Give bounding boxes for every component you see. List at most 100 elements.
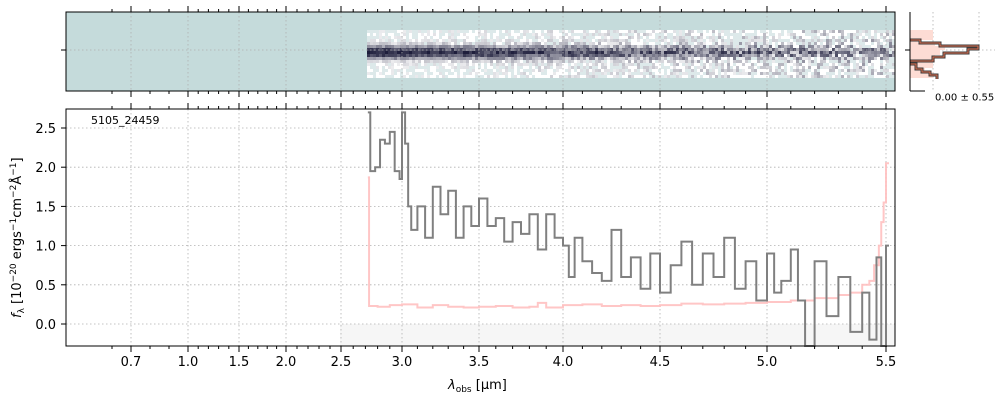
spectrum-2d-pixel bbox=[763, 30, 766, 33]
spectrum-2d-pixel bbox=[886, 36, 889, 39]
spectrum-2d-pixel bbox=[466, 66, 469, 69]
spectrum-2d-pixel bbox=[643, 51, 646, 54]
spectrum-2d-pixel bbox=[778, 30, 781, 33]
spectrum-2d-pixel bbox=[379, 72, 382, 75]
spectrum-2d-pixel bbox=[841, 30, 844, 33]
spectrum-2d-pixel bbox=[643, 72, 646, 75]
spectrum-2d-pixel bbox=[826, 66, 829, 69]
spectrum-2d-pixel bbox=[763, 57, 766, 60]
spectrum-2d-pixel bbox=[739, 63, 742, 66]
spectrum-2d-pixel bbox=[451, 60, 454, 63]
spectrum-2d-pixel bbox=[595, 54, 598, 57]
spectrum-2d-pixel bbox=[604, 75, 607, 78]
spectrum-2d-pixel bbox=[715, 42, 718, 45]
spectrum-2d-pixel bbox=[883, 75, 886, 78]
spectrum-2d-pixel bbox=[778, 48, 781, 51]
spectrum-2d-pixel bbox=[733, 42, 736, 45]
spectrum-2d-pixel bbox=[622, 51, 625, 54]
spectrum-2d-pixel bbox=[472, 60, 475, 63]
spectrum-2d-pixel bbox=[736, 72, 739, 75]
spectrum-2d-pixel bbox=[874, 42, 877, 45]
spectrum-2d-pixel bbox=[631, 69, 634, 72]
spectrum-2d-pixel bbox=[382, 33, 385, 36]
spectrum-2d-pixel bbox=[385, 36, 388, 39]
spectrum-2d-pixel bbox=[571, 54, 574, 57]
spectrum-2d-pixel bbox=[430, 54, 433, 57]
spectrum-2d-pixel bbox=[763, 69, 766, 72]
spectrum-2d-pixel bbox=[574, 48, 577, 51]
spectrum-2d-pixel bbox=[652, 42, 655, 45]
spectrum-2d-pixel bbox=[655, 57, 658, 60]
spectrum-2d-pixel bbox=[388, 66, 391, 69]
spectrum-2d-pixel bbox=[517, 45, 520, 48]
spectrum-2d-pixel bbox=[478, 51, 481, 54]
spectrum-2d-pixel bbox=[778, 54, 781, 57]
spectrum-2d-pixel bbox=[751, 48, 754, 51]
spectrum-2d-pixel bbox=[820, 45, 823, 48]
spectrum-2d-pixel bbox=[808, 45, 811, 48]
spectrum-2d-pixel bbox=[523, 75, 526, 78]
spectrum-2d-pixel bbox=[604, 69, 607, 72]
spectrum-2d-pixel bbox=[490, 60, 493, 63]
spectrum-2d-pixel bbox=[502, 69, 505, 72]
spectrum-2d-pixel bbox=[556, 48, 559, 51]
spectrum-2d-pixel bbox=[841, 75, 844, 78]
spectrum-2d-pixel bbox=[685, 30, 688, 33]
spectrum-2d-pixel bbox=[475, 42, 478, 45]
spectrum-2d-pixel bbox=[535, 54, 538, 57]
spectrum-2d-pixel bbox=[637, 39, 640, 42]
spectrum-2d-pixel bbox=[454, 48, 457, 51]
spectrum-2d-pixel bbox=[406, 54, 409, 57]
spectrum-2d-pixel bbox=[688, 60, 691, 63]
spectrum-2d-pixel bbox=[706, 72, 709, 75]
spectrum-2d-pixel bbox=[679, 60, 682, 63]
spectrum-2d-pixel bbox=[685, 54, 688, 57]
spectrum-2d-pixel bbox=[883, 45, 886, 48]
spectrum-2d-pixel bbox=[676, 57, 679, 60]
spectrum-2d-pixel bbox=[892, 54, 895, 57]
spectrum-2d-pixel bbox=[865, 39, 868, 42]
spectrum-2d-pixel bbox=[460, 54, 463, 57]
spectrum-2d-pixel bbox=[655, 48, 658, 51]
spectrum-2d-pixel bbox=[796, 63, 799, 66]
spectrum-2d-pixel bbox=[547, 36, 550, 39]
spectrum-2d-pixel bbox=[475, 51, 478, 54]
spectrum-2d-pixel bbox=[655, 51, 658, 54]
spectrum-2d-pixel bbox=[580, 66, 583, 69]
spectrum-2d-pixel bbox=[886, 57, 889, 60]
spectrum-2d-pixel bbox=[478, 72, 481, 75]
spectrum-2d-pixel bbox=[622, 69, 625, 72]
spectrum-2d-pixel bbox=[508, 48, 511, 51]
spectrum-2d-pixel bbox=[376, 33, 379, 36]
spectrum-2d-pixel bbox=[430, 57, 433, 60]
spectrum-2d-pixel bbox=[490, 63, 493, 66]
spectrum-2d-panel bbox=[61, 6, 896, 97]
spectrum-2d-pixel bbox=[502, 42, 505, 45]
spectrum-2d-pixel bbox=[697, 75, 700, 78]
spectrum-2d-pixel bbox=[553, 39, 556, 42]
spectrum-2d-pixel bbox=[880, 36, 883, 39]
spectrum-2d-pixel bbox=[763, 66, 766, 69]
spectrum-2d-pixel bbox=[394, 60, 397, 63]
spectrum-2d-pixel bbox=[889, 69, 892, 72]
spectrum-2d-pixel bbox=[787, 45, 790, 48]
spectrum-2d-pixel bbox=[547, 66, 550, 69]
spectrum-2d-pixel bbox=[727, 75, 730, 78]
spectrum-2d-pixel bbox=[880, 51, 883, 54]
spectrum-2d-pixel bbox=[658, 54, 661, 57]
spectrum-2d-pixel bbox=[394, 33, 397, 36]
spectrum-2d-pixel bbox=[661, 48, 664, 51]
spectrum-2d-image bbox=[367, 30, 895, 78]
spectrum-2d-pixel bbox=[571, 60, 574, 63]
spectrum-2d-pixel bbox=[394, 30, 397, 33]
spectrum-2d-pixel bbox=[793, 54, 796, 57]
spectrum-2d-pixel bbox=[880, 75, 883, 78]
spectrum-2d-pixel bbox=[415, 69, 418, 72]
spectrum-2d-pixel bbox=[532, 30, 535, 33]
spectrum-2d-pixel bbox=[694, 33, 697, 36]
spectrum-2d-pixel bbox=[892, 75, 895, 78]
spectrum-2d-pixel bbox=[667, 33, 670, 36]
spectrum-2d-pixel bbox=[730, 33, 733, 36]
spectrum-2d-pixel bbox=[601, 57, 604, 60]
spectrum-2d-pixel bbox=[784, 45, 787, 48]
